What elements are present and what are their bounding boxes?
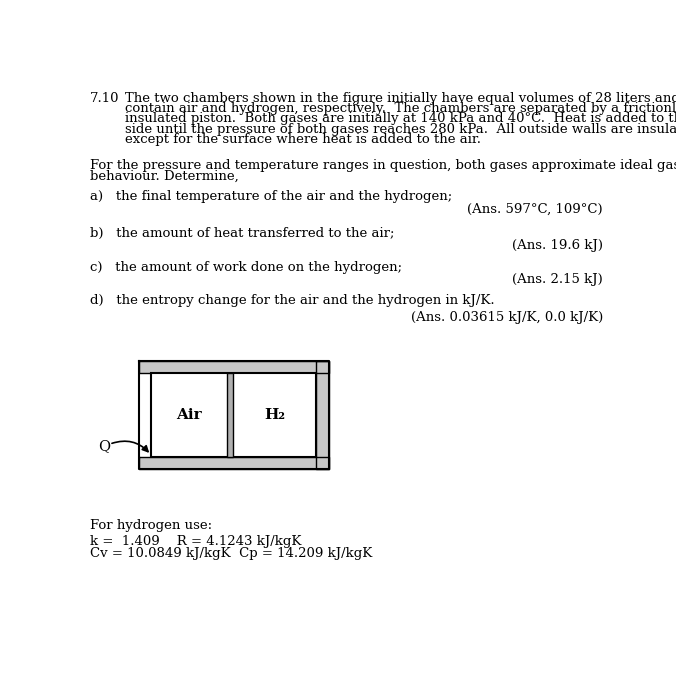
- Text: (Ans. 19.6 kJ): (Ans. 19.6 kJ): [512, 240, 603, 252]
- Bar: [139, 361, 329, 373]
- Text: (Ans. 597°C, 109°C): (Ans. 597°C, 109°C): [467, 203, 603, 216]
- Text: d)   the entropy change for the air and the hydrogen in kJ/K.: d) the entropy change for the air and th…: [90, 294, 495, 307]
- Bar: [227, 373, 233, 456]
- Text: insulated piston.  Both gases are initially at 140 kPa and 40°C.  Heat is added : insulated piston. Both gases are initial…: [125, 113, 676, 125]
- Text: b)   the amount of heat transferred to the air;: b) the amount of heat transferred to the…: [90, 227, 394, 240]
- Text: (Ans. 0.03615 kJ/K, 0.0 kJ/K): (Ans. 0.03615 kJ/K, 0.0 kJ/K): [411, 311, 603, 324]
- Text: contain air and hydrogen, respectively.  The chambers are separated by a frictio: contain air and hydrogen, respectively. …: [125, 102, 676, 115]
- Text: For hydrogen use:: For hydrogen use:: [90, 519, 212, 532]
- Text: except for the surface where heat is added to the air.: except for the surface where heat is add…: [125, 134, 481, 146]
- Text: Air: Air: [176, 408, 202, 422]
- Text: For the pressure and temperature ranges in question, both gases approximate idea: For the pressure and temperature ranges …: [90, 159, 676, 173]
- Bar: [139, 456, 329, 469]
- Text: c)   the amount of work done on the hydrogen;: c) the amount of work done on the hydrog…: [90, 261, 402, 274]
- Text: H₂: H₂: [264, 408, 285, 422]
- Text: k =  1.409    R = 4.1243 kJ/kgK: k = 1.409 R = 4.1243 kJ/kgK: [90, 535, 301, 548]
- Text: a)   the final temperature of the air and the hydrogen;: a) the final temperature of the air and …: [90, 190, 452, 203]
- Bar: [316, 361, 329, 469]
- Text: Cv = 10.0849 kJ/kgK  Cp = 14.209 kJ/kgK: Cv = 10.0849 kJ/kgK Cp = 14.209 kJ/kgK: [90, 547, 372, 560]
- Text: 7.10: 7.10: [90, 92, 120, 105]
- Text: side until the pressure of both gases reaches 280 kPa.  All outside walls are in: side until the pressure of both gases re…: [125, 123, 676, 136]
- Text: behaviour. Determine,: behaviour. Determine,: [90, 170, 239, 182]
- Text: The two chambers shown in the figure initially have equal volumes of 28 liters a: The two chambers shown in the figure ini…: [125, 92, 676, 105]
- Text: (Ans. 2.15 kJ): (Ans. 2.15 kJ): [512, 273, 603, 287]
- Text: Q: Q: [99, 439, 111, 453]
- Bar: [151, 373, 316, 456]
